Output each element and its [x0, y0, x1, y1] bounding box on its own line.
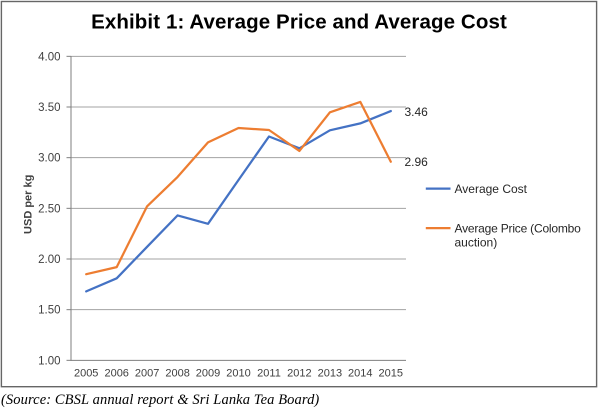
svg-text:Average Cost: Average Cost [455, 182, 528, 196]
svg-text:2005: 2005 [74, 368, 98, 380]
svg-text:3.50: 3.50 [38, 102, 60, 114]
svg-text:auction): auction) [455, 236, 498, 250]
svg-text:2.96: 2.96 [405, 155, 429, 169]
svg-text:1.50: 1.50 [38, 305, 60, 317]
svg-text:2006: 2006 [104, 368, 128, 380]
svg-text:2008: 2008 [165, 368, 189, 380]
svg-text:2013: 2013 [318, 368, 342, 380]
svg-text:2011: 2011 [257, 368, 281, 380]
svg-text:USD per kg: USD per kg [23, 175, 35, 234]
svg-text:(Source: CBSL annual report &: (Source: CBSL annual report & Sri Lanka … [1, 392, 319, 408]
svg-text:Average Price (Colombo: Average Price (Colombo [455, 221, 582, 235]
svg-text:2009: 2009 [196, 368, 220, 380]
svg-text:3.46: 3.46 [405, 105, 429, 119]
svg-text:3.00: 3.00 [38, 153, 60, 165]
svg-text:2014: 2014 [348, 368, 372, 380]
svg-text:2010: 2010 [226, 368, 250, 380]
svg-text:2007: 2007 [135, 368, 159, 380]
svg-text:4.00: 4.00 [38, 51, 60, 63]
svg-text:Exhibit 1: Average Price and A: Exhibit 1: Average Price and Average Cos… [91, 11, 507, 34]
svg-text:1.00: 1.00 [38, 355, 60, 367]
svg-text:2015: 2015 [379, 368, 403, 380]
svg-text:2.50: 2.50 [38, 203, 60, 215]
svg-text:2012: 2012 [287, 368, 311, 380]
svg-text:2.00: 2.00 [38, 254, 60, 266]
